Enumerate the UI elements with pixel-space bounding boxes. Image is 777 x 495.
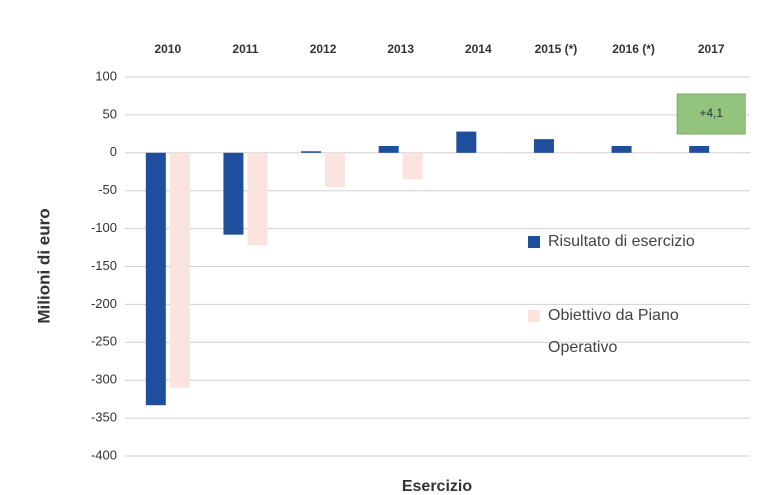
y-axis-label: Milioni di euro [34,208,53,323]
bar [169,152,190,388]
bar [223,152,244,235]
annotation: +4,1 [699,106,723,120]
y-tick-label: -250 [91,334,117,349]
y-tick-label: 50 [103,106,117,121]
legend-swatch [528,310,540,322]
x-tick-label: 2015 (*) [535,42,578,56]
x-tick-label: 2010 [154,42,181,56]
x-tick-label: 2017 [698,42,725,56]
y-tick-label: -300 [91,372,117,387]
bar [557,152,578,154]
legend-label: Risultato di esercizio [548,233,695,250]
bar [247,152,268,246]
y-tick-label: 0 [110,144,117,159]
annotation-box [676,93,746,135]
x-axis-label: Esercizio [402,478,472,495]
bar [533,139,554,153]
x-tick-label: 2011 [232,42,258,56]
y-tick-label: -100 [91,220,117,235]
bar [145,152,166,406]
bar [611,145,632,153]
x-tick-label: 2016 (*) [612,42,655,56]
x-tick-label: 2014 [465,42,492,56]
legend-entry: Obiettivo da Piano Operativo [548,307,679,356]
bar [480,152,501,154]
legend-swatch [528,236,540,248]
x-tick-label: 2013 [387,42,414,56]
x-tick-label: 2012 [310,42,337,56]
y-tick-label: -50 [98,182,117,197]
bar [402,152,423,180]
legend-entry: Risultato di esercizio [548,233,695,250]
y-tick-label: 100 [95,68,117,83]
y-tick-label: -350 [91,410,117,425]
legend-label: Obiettivo da Piano Operativo [548,307,679,356]
bar [713,152,734,154]
y-tick-label: -400 [91,447,117,462]
bar [301,151,322,153]
bar [325,152,346,187]
bar [456,131,477,153]
y-tick-label: -150 [91,258,117,273]
bar [378,145,399,153]
bar [635,152,656,154]
y-tick-label: -200 [91,296,117,311]
bar [689,145,710,153]
